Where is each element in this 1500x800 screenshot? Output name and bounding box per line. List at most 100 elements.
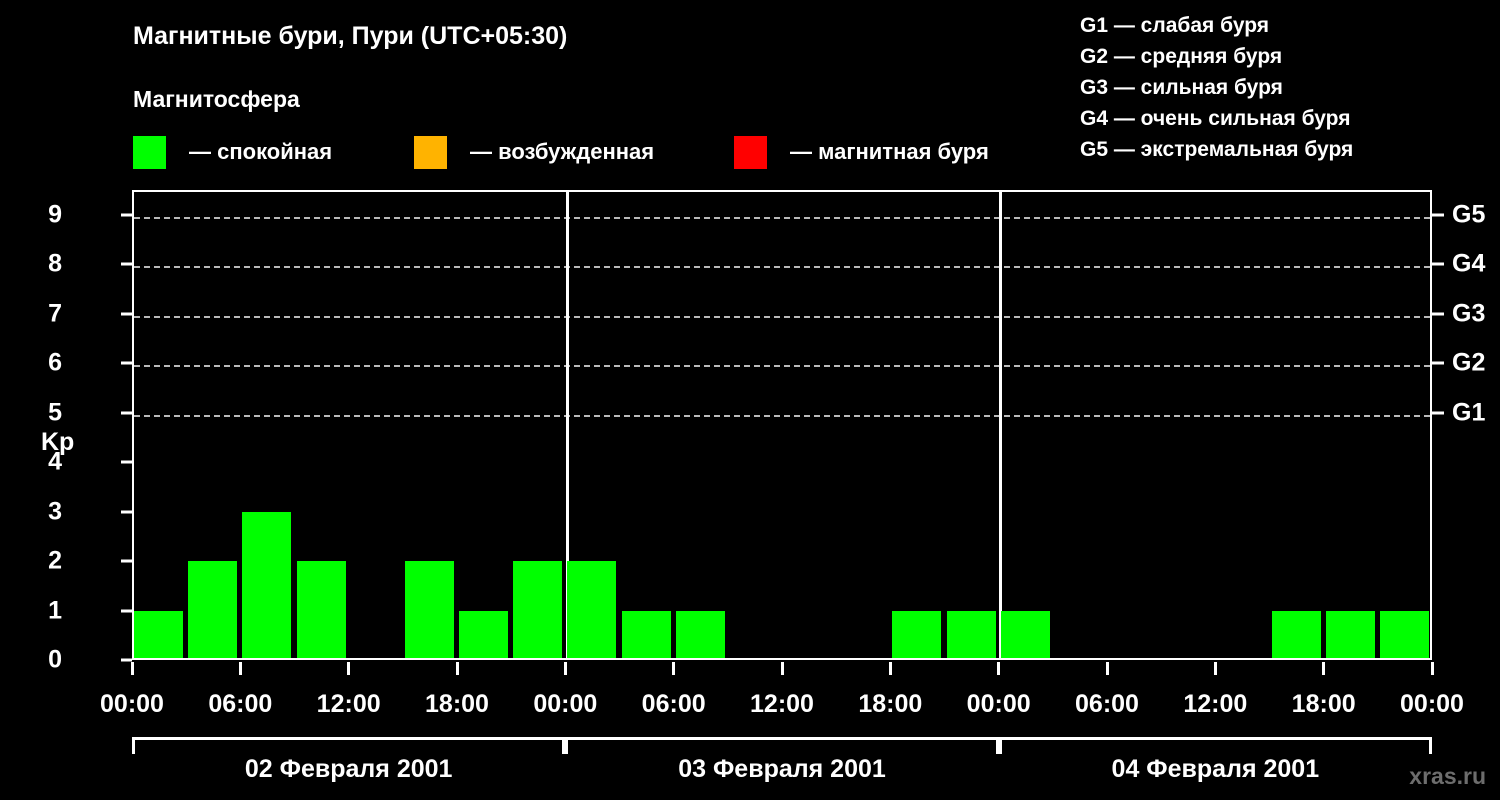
- g-axis-tick-label: G3: [1452, 299, 1486, 328]
- x-axis-tick-label: 12:00: [750, 690, 814, 718]
- x-axis-tick: [455, 662, 459, 675]
- storm-scale-line: G2 — средняя буря: [1080, 45, 1283, 68]
- x-axis-tick-label: 06:00: [1075, 690, 1139, 718]
- kp-bar: [1379, 610, 1429, 658]
- legend-item: — возбужденная: [414, 135, 654, 169]
- day-separator: [565, 192, 569, 658]
- kp-bar: [404, 561, 454, 658]
- kp-bar: [459, 610, 509, 658]
- gridline: [134, 414, 1430, 417]
- kp-bar: [675, 610, 725, 658]
- kp-bar: [1271, 610, 1321, 658]
- y-axis-tick: [121, 510, 132, 514]
- kp-bar: [621, 610, 671, 658]
- gridline: [134, 365, 1430, 368]
- y-axis-tick-label: 6: [48, 348, 62, 377]
- y-axis-tick-label: 3: [48, 497, 62, 526]
- plot-area: [132, 190, 1432, 660]
- storm-scale-line: G1 — слабая буря: [1080, 14, 1270, 37]
- x-axis-tick: [238, 662, 242, 675]
- y-axis-tick-label: 9: [48, 200, 62, 229]
- y-axis-tick: [121, 658, 132, 662]
- y-axis-tick-label: 2: [48, 546, 62, 575]
- kp-bar: [296, 561, 346, 658]
- y-axis-tick: [121, 460, 132, 464]
- x-axis-tick: [1105, 662, 1109, 675]
- g-axis-tick: [1432, 361, 1444, 365]
- x-axis-tick-label: 12:00: [1183, 690, 1248, 718]
- x-axis-tick: [563, 662, 567, 675]
- kp-bar: [1000, 610, 1050, 658]
- x-axis-tick-label: 06:00: [208, 690, 273, 718]
- kp-bar: [946, 610, 996, 658]
- watermark: xras.ru: [1409, 763, 1486, 789]
- gridline: [134, 216, 1430, 219]
- storm-scale-line: G3 — сильная буря: [1080, 76, 1283, 99]
- y-axis-tick: [121, 361, 132, 365]
- legend-item-label: — спокойная: [189, 139, 333, 164]
- day-label: 02 Февраля 2001: [244, 755, 453, 783]
- g-axis-tick: [1432, 213, 1444, 217]
- x-axis-tick: [1322, 662, 1326, 675]
- day-separator: [999, 192, 1003, 658]
- x-axis-tick-label: 18:00: [858, 690, 923, 718]
- x-axis-tick: [1430, 662, 1434, 675]
- x-axis-tick-label: 00:00: [1400, 690, 1464, 718]
- legend-item-label: — магнитная буря: [790, 139, 989, 164]
- y-axis-tick-label: 0: [48, 645, 62, 674]
- x-axis-tick-label: 00:00: [100, 690, 164, 718]
- day-bracket: [565, 737, 999, 754]
- y-axis-tick-label: 5: [48, 398, 62, 427]
- g-axis-tick-label: G1: [1452, 398, 1486, 427]
- storm-scale-line: G5 — экстремальная буря: [1080, 138, 1354, 161]
- y-axis-tick-label: 7: [48, 299, 62, 328]
- storm-scale-line: G4 — очень сильная буря: [1080, 107, 1351, 130]
- g-axis-tick-label: G4: [1452, 249, 1486, 278]
- g-axis-tick-label: G2: [1452, 348, 1486, 377]
- y-axis-tick: [121, 213, 132, 217]
- day-label: 03 Февраля 2001: [678, 755, 886, 783]
- y-axis-tick-label: 4: [48, 447, 62, 476]
- kp-bar: [892, 610, 942, 658]
- kp-bar: [188, 561, 238, 658]
- x-axis-tick-label: 18:00: [1291, 690, 1356, 718]
- legend-item: — спокойная: [133, 135, 332, 169]
- y-axis-tick-label: 1: [48, 596, 62, 625]
- storm-scale-key: G1 — слабая буря G2 — средняя буря G3 — си…: [1080, 10, 1353, 165]
- x-axis-tick: [130, 662, 134, 675]
- x-axis-tick-label: 18:00: [425, 690, 489, 718]
- x-axis-tick-label: 00:00: [966, 690, 1031, 718]
- x-axis-tick: [997, 662, 1001, 675]
- legend-item: — магнитная буря: [734, 135, 989, 169]
- red-square-icon: [734, 135, 767, 169]
- x-axis-tick-label: 00:00: [533, 690, 598, 718]
- day-bracket: [998, 737, 1432, 754]
- y-axis-title: Kp: [41, 428, 75, 456]
- gridline: [134, 315, 1430, 318]
- g-axis-tick: [1432, 312, 1444, 316]
- kp-bar: [567, 561, 617, 658]
- day-label: 04 Февраля 2001: [1111, 755, 1320, 783]
- kp-bar: [242, 511, 292, 658]
- x-axis-tick: [888, 662, 892, 675]
- x-axis-tick: [780, 662, 784, 675]
- kp-bar: [1325, 610, 1375, 658]
- subtitle-magnetosphere: Магнитосфера: [133, 86, 300, 112]
- y-axis-tick: [121, 262, 132, 266]
- page-title: Магнитные бури, Пури (UTC+05:30): [133, 22, 568, 50]
- y-axis-tick-label: 8: [48, 249, 62, 278]
- green-square-icon: [133, 135, 166, 169]
- x-axis-tick: [672, 662, 676, 675]
- y-axis-tick: [121, 609, 132, 613]
- x-axis-tick-label: 06:00: [641, 690, 706, 718]
- gridline: [134, 266, 1430, 269]
- day-bracket: [132, 737, 566, 754]
- kp-bar: [513, 561, 563, 658]
- g-axis-tick: [1432, 262, 1444, 266]
- y-axis-tick: [121, 312, 132, 316]
- legend-item-label: — возбужденная: [470, 139, 655, 164]
- y-axis-tick: [121, 411, 132, 415]
- orange-square-icon: [414, 135, 447, 169]
- x-axis-tick: [1213, 662, 1217, 675]
